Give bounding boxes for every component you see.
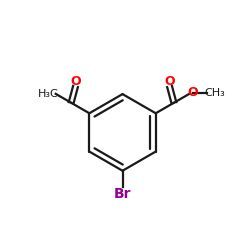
Text: O: O: [164, 74, 175, 88]
Text: CH₃: CH₃: [205, 88, 226, 99]
Text: O: O: [70, 74, 81, 88]
Text: O: O: [187, 86, 198, 99]
Text: Br: Br: [114, 187, 131, 201]
Text: H₃C: H₃C: [38, 89, 59, 99]
